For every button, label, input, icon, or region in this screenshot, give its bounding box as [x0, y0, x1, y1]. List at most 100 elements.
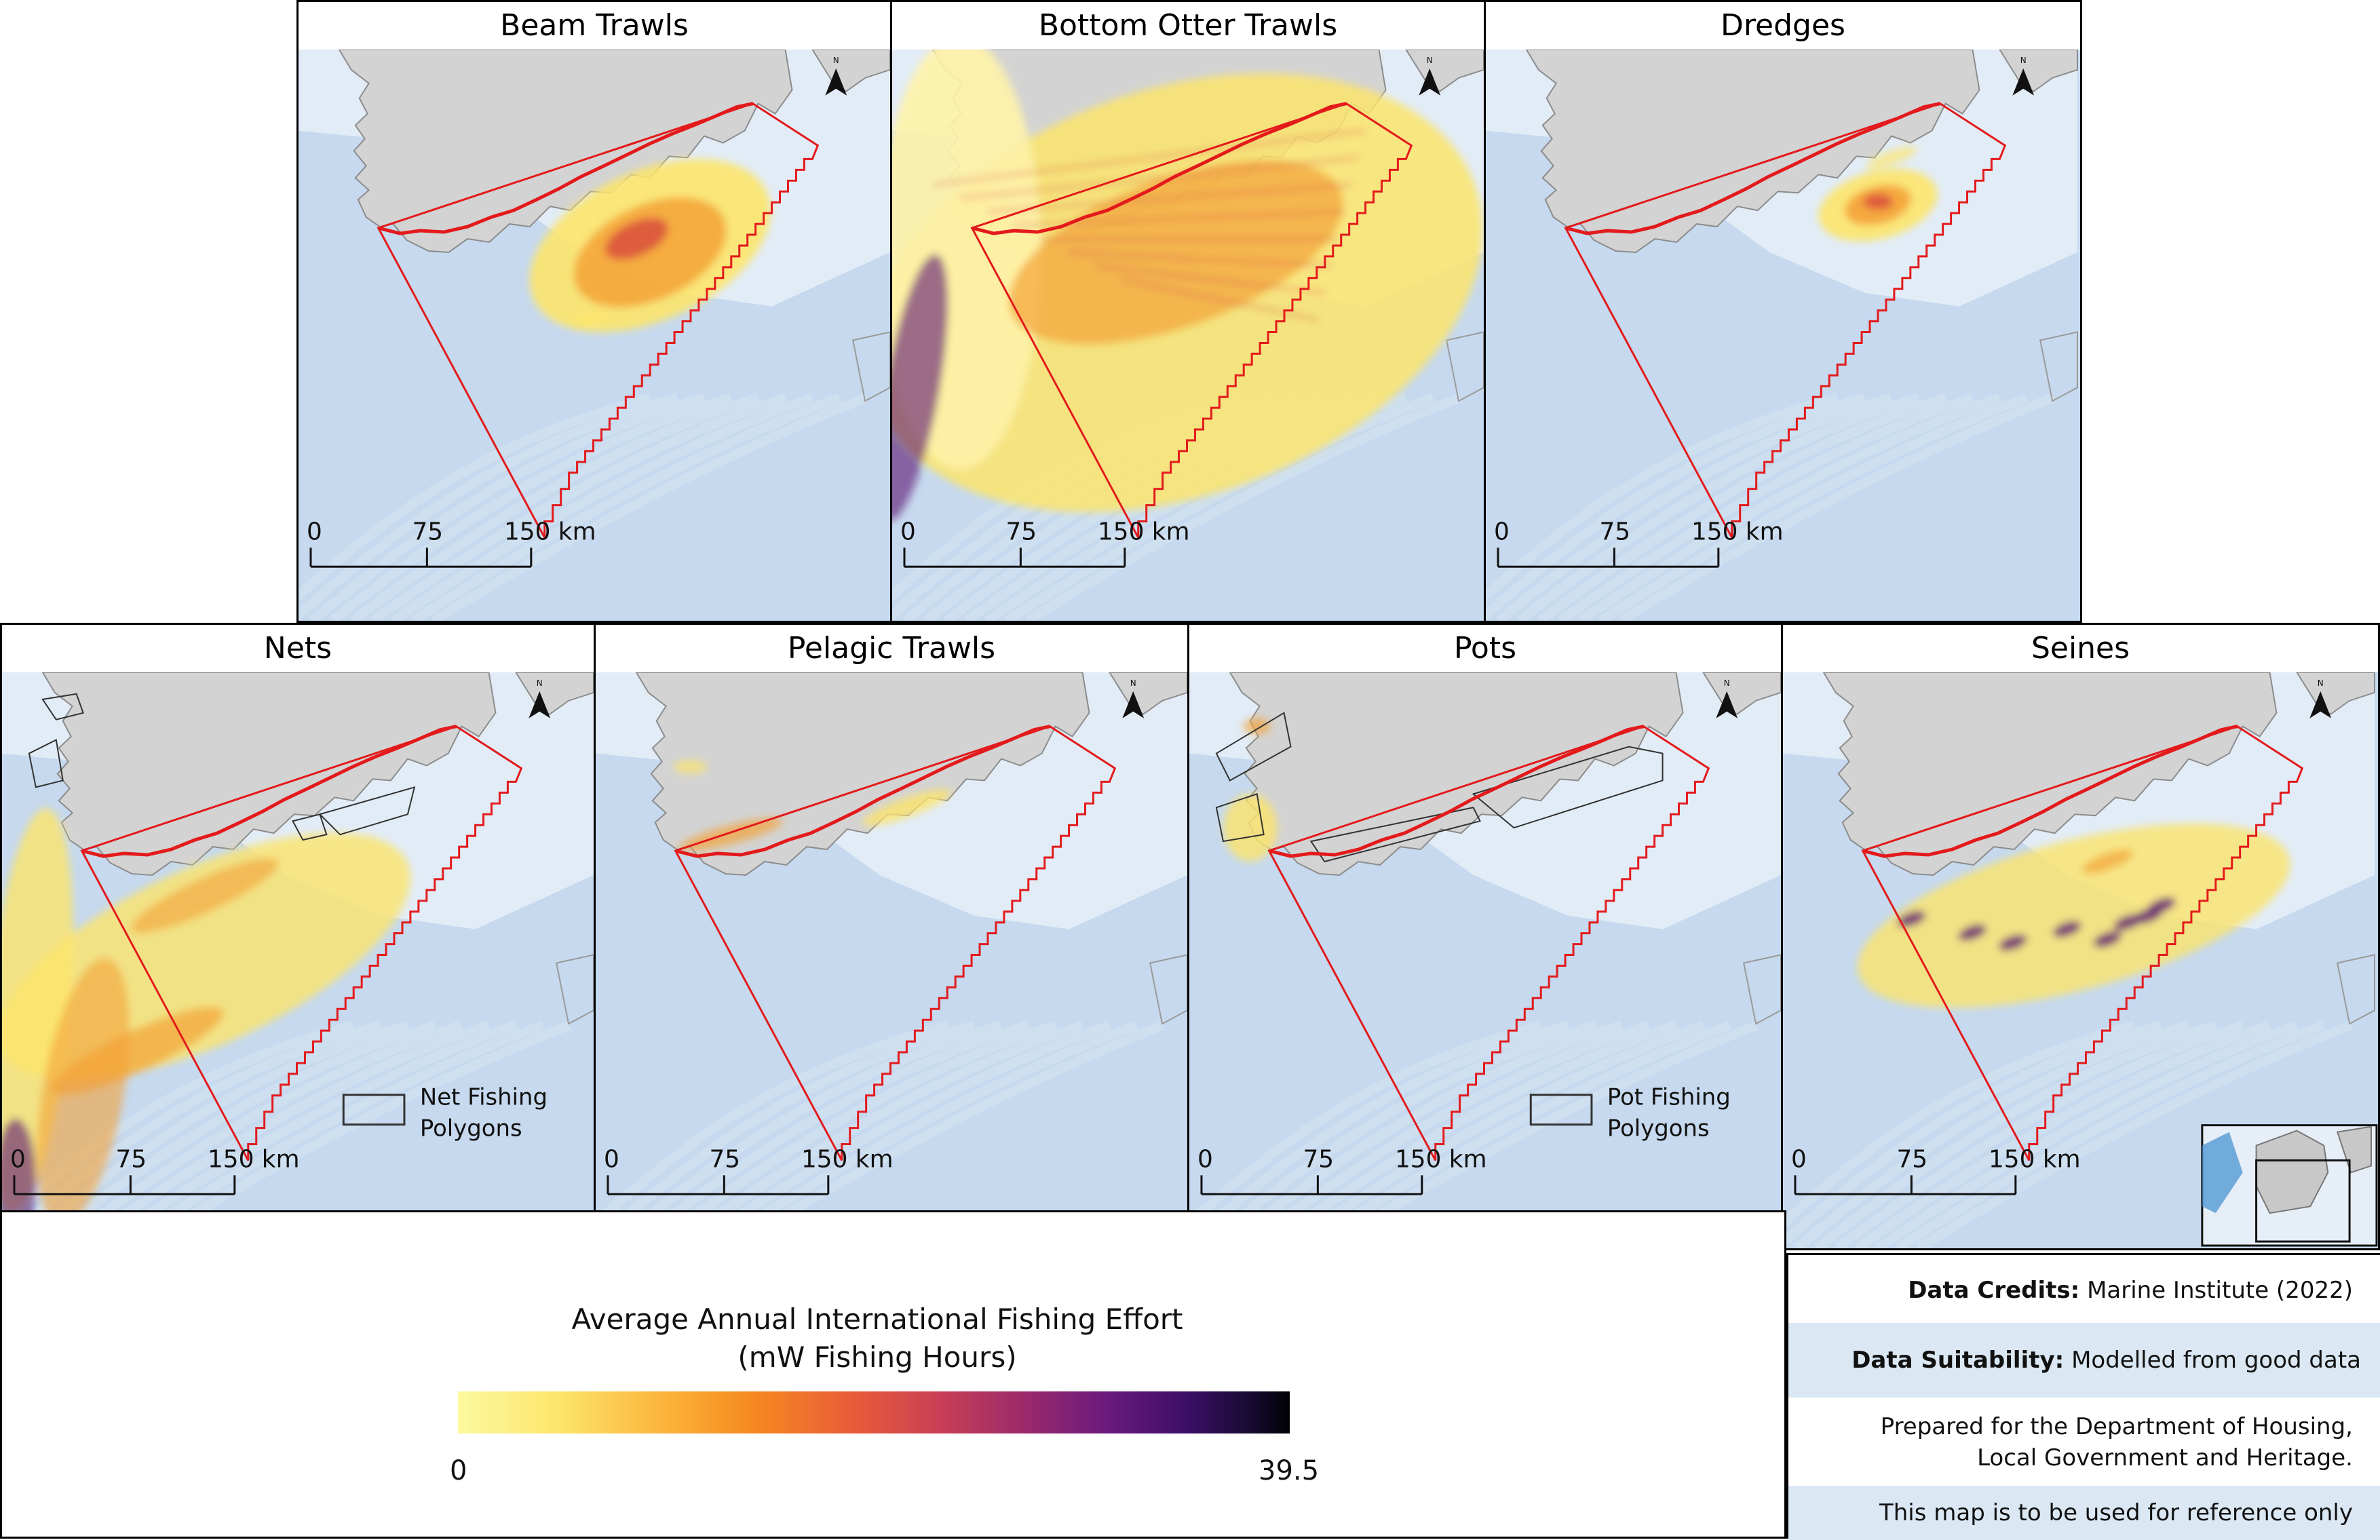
north-arrow-icon: N — [2309, 678, 2332, 718]
panel-title: Pots — [1189, 625, 1781, 674]
effort-layer — [2, 808, 410, 1241]
data-credits-value: Marine Institute (2022) — [2087, 1277, 2353, 1304]
north-arrow-icon: N — [1122, 678, 1145, 718]
bathymetry-ridge — [134, 1020, 572, 1248]
scale-bar-label: 0 — [604, 1145, 619, 1173]
effort-layer — [1818, 146, 1938, 242]
effort-patch — [1857, 823, 2290, 1008]
coastline-boundary — [1565, 102, 1941, 235]
trawl-track — [959, 156, 1359, 200]
inset-land — [2336, 1125, 2372, 1174]
scale-bar-label: 150 km — [1691, 518, 1784, 545]
trawl-track — [1068, 250, 1332, 267]
north-arrow-letter: N — [1724, 678, 1730, 688]
bathymetry-ridge — [606, 1020, 1003, 1248]
map-area[interactable]: N 0 75 150 km — [892, 50, 1484, 621]
bathymetry-ridge — [1557, 393, 1974, 621]
north-arrow-letter: N — [1427, 56, 1433, 65]
disclaimer-text: This map is to be used for reference onl… — [1879, 1499, 2353, 1526]
scale-bar-label: 150 km — [504, 518, 596, 545]
effort-layer — [673, 760, 952, 851]
bathymetry-ridge — [1915, 1020, 2353, 1248]
effort-hotspot — [1958, 924, 1986, 941]
bathymetry-ridge — [1875, 1020, 2299, 1248]
effort-hotspot — [2147, 897, 2176, 914]
map-area[interactable]: N 0 75 150 km Net Fishing Polygons — [2, 672, 594, 1248]
bathymetry-ridge — [728, 1020, 1166, 1248]
bathymetry-ridge — [1301, 1020, 1732, 1248]
bathymetry-ridge — [1618, 393, 2056, 621]
fishing-polygon — [318, 786, 416, 836]
data-credits-row: Data Credits: Marine Institute (2022) — [1788, 1269, 2380, 1312]
legend-title-line1: Average Annual International Fishing Eff… — [571, 1303, 1183, 1336]
effort-layer — [1223, 718, 1278, 862]
boundary-line — [1861, 725, 2304, 1161]
bathymetry-ridge — [1598, 393, 2029, 621]
bathymetry-ridge — [708, 1020, 1138, 1248]
scale-bar — [13, 1175, 236, 1195]
effort-patch — [570, 311, 609, 329]
coastline-outline — [851, 331, 890, 402]
bathymetry-ridge — [114, 1020, 545, 1248]
bathymetry-ridge — [1486, 393, 1839, 602]
map-panel-beam-trawls: Beam Trawls N 0 75 150 km — [296, 0, 892, 623]
north-arrow-letter: N — [2020, 56, 2027, 65]
map-area[interactable]: N 0 75 150 km — [1486, 50, 2080, 621]
north-arrow-shape — [825, 68, 847, 96]
bathymetry-ridge — [94, 1020, 518, 1248]
data-suitability-value: Modelled from good data — [2071, 1347, 2361, 1374]
effort-patch — [1223, 794, 1278, 862]
north-arrow-shape — [1122, 691, 1145, 718]
panel-title: Beam Trawls — [299, 2, 890, 52]
scale-bar-label: 0 — [10, 1145, 26, 1173]
polygon-legend-label: Pot Fishing — [1607, 1084, 1731, 1111]
north-arrow-icon: N — [1419, 56, 1441, 96]
map-panel-pots: Pots N 0 75 150 km Pot Fishing Polygons — [1187, 623, 1783, 1250]
prepared-line1: Prepared for the Department of Housing, — [1880, 1413, 2353, 1440]
north-arrow-letter: N — [833, 56, 839, 65]
scale-bar — [309, 547, 533, 568]
bathymetry-texture — [1189, 1020, 1759, 1248]
scale-bar-label: 75 — [412, 518, 443, 545]
scale-bar — [903, 547, 1126, 568]
bathymetry-ridge — [1834, 1020, 2244, 1248]
bathymetry-ridge — [1496, 393, 1893, 621]
effort-patch — [573, 197, 727, 307]
coastline-outline — [2336, 954, 2375, 1025]
map-area[interactable]: N 0 75 150 km — [299, 50, 890, 621]
panel-title: Nets — [2, 625, 594, 674]
map-panel-dredges: Dredges N 0 75 150 km — [1484, 0, 2082, 623]
polygon-legend-swatch — [342, 1094, 406, 1126]
north-arrow-shape — [1716, 691, 1738, 718]
coastline-boundary — [81, 725, 457, 858]
north-arrow-letter: N — [2318, 678, 2324, 688]
bathymetry-texture — [596, 1020, 1166, 1248]
map-area[interactable]: N 0 75 150 km — [1783, 672, 2378, 1248]
effort-patch — [1009, 160, 1343, 345]
prepared-for-text: Prepared for the Department of Housing, … — [1788, 1411, 2380, 1474]
effort-hotspot — [1998, 934, 2027, 951]
effort-patch — [892, 254, 948, 521]
scale-bar-label: 150 km — [1395, 1145, 1487, 1173]
map-area[interactable]: N 0 75 150 km — [596, 672, 1187, 1248]
bathymetry-ridge — [309, 393, 706, 621]
scale-bar-label: 0 — [1494, 518, 1510, 545]
data-suitability-row: Data Suitability: Modelled from good dat… — [1788, 1323, 2380, 1398]
boundary-line — [1267, 725, 1710, 1161]
fishing-polygons — [28, 693, 416, 841]
map-panel-nets: Nets N 0 75 150 km Net Fishing Polygons — [0, 623, 596, 1250]
scale-bar-label: 150 km — [208, 1145, 300, 1173]
trawl-track — [1094, 264, 1326, 294]
scale-bar — [607, 1175, 830, 1195]
panel-title: Pelagic Trawls — [596, 625, 1187, 674]
bathymetry-ridge — [53, 1020, 463, 1248]
coastline-outline — [1149, 954, 1187, 1025]
coastline-boundary — [675, 725, 1051, 858]
effort-patch — [673, 760, 708, 774]
map-area[interactable]: N 0 75 150 km Pot Fishing Polygons — [1189, 672, 1781, 1248]
bathymetry-ridge — [1537, 393, 1947, 621]
data-credits-label: Data Credits: — [1908, 1277, 2080, 1304]
inset-sea — [2202, 1132, 2243, 1214]
boundary-line — [80, 725, 523, 1161]
bathymetry-ridge — [1322, 1020, 1759, 1248]
